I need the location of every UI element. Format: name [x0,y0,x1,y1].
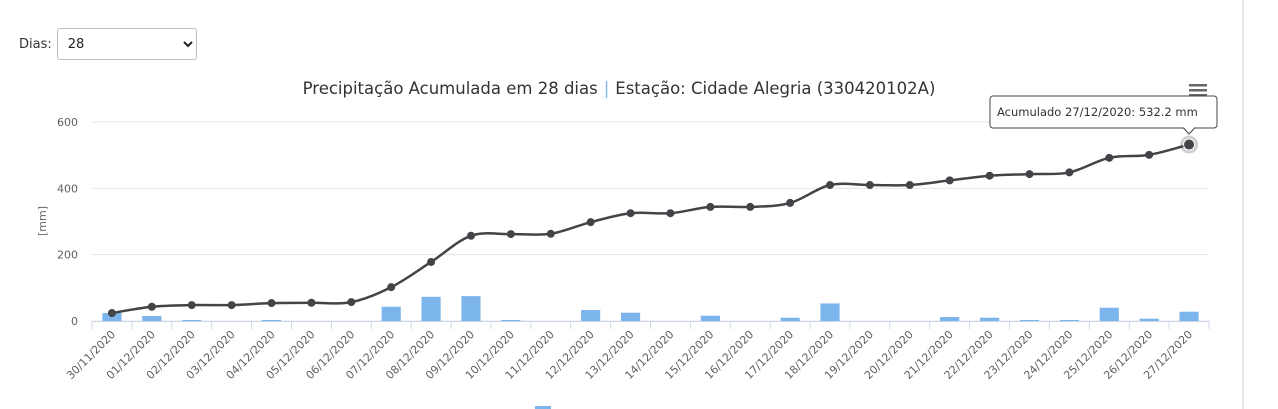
tooltip: Acumulado 27/12/2020: 532.2 mm [989,95,1218,135]
line-point[interactable] [746,202,755,211]
column-bar[interactable] [501,320,521,321]
column-bar[interactable] [182,320,202,321]
column-bar[interactable] [421,296,441,321]
menu-icon-bar-1 [1189,84,1207,87]
x-axis: 30/11/202001/12/202002/12/202003/12/2020… [64,321,1210,382]
chart-title-station: Estação: Cidade Alegria (330420102A) [615,79,935,98]
precipitation-chart: Precipitação Acumulada em 28 dias | Estaçã… [36,79,1218,409]
menu-icon-bar-2 [1189,89,1207,92]
column-bar[interactable] [461,296,481,321]
column-bar[interactable] [1139,318,1159,321]
column-bar[interactable] [1179,311,1199,321]
column-bar[interactable] [620,312,641,321]
column-bar[interactable] [381,306,401,321]
line-point[interactable] [905,181,914,190]
y-tick-label: 600 [57,116,78,129]
line-point[interactable] [1145,150,1154,159]
line-point[interactable] [786,198,795,207]
column-bar[interactable] [700,315,720,321]
column-bar[interactable] [1099,307,1119,321]
column-series [102,296,1199,321]
line-point[interactable] [945,176,954,185]
menu-icon-bar-3 [1189,94,1207,97]
line-point[interactable] [387,283,396,292]
y-tick-label: 200 [57,249,78,262]
line-point[interactable] [1105,153,1114,162]
column-bar[interactable] [1019,320,1040,321]
cumulative-line [111,143,1190,315]
line-point[interactable] [347,298,356,307]
line-point[interactable] [666,209,675,218]
line-point[interactable] [865,181,874,190]
line-point[interactable] [1025,170,1034,179]
column-bar[interactable] [581,310,601,321]
line-series [107,135,1199,318]
legend-marker[interactable] [535,406,551,409]
line-point[interactable] [427,257,436,266]
line-point[interactable] [626,209,635,218]
gridlines [92,121,1209,322]
column-bar[interactable] [980,317,1000,321]
tooltip-pointer [1182,127,1196,135]
right-divider [1242,0,1244,409]
tooltip-text: Acumulado 27/12/2020: 532.2 mm [997,105,1198,119]
menu-icon[interactable] [1189,84,1207,97]
column-bar[interactable] [1059,320,1079,321]
line-point[interactable] [586,218,595,227]
tooltip-box [989,95,1218,129]
days-control: Dias: 28 [19,28,197,60]
column-bar[interactable] [820,303,840,321]
line-point[interactable] [466,231,475,240]
line-point[interactable] [187,301,196,310]
y-tick-label: 0 [71,315,78,328]
line-point[interactable] [307,298,316,307]
column-bar[interactable] [780,317,800,321]
column-bar[interactable] [261,320,282,321]
y-axis-label: [mm] [36,206,49,236]
line-point[interactable] [267,299,276,308]
line-point[interactable] [1183,138,1196,151]
days-select[interactable]: 28 [56,28,197,60]
line-point[interactable] [706,202,715,211]
days-label: Dias: [19,36,52,52]
column-bar[interactable] [142,316,162,321]
chart-title: Precipitação Acumulada em 28 dias | Estaçã… [303,79,936,98]
line-point[interactable] [546,229,555,238]
y-axis-ticks: 0 200 400 600 [57,116,78,328]
chart-title-separator: | [604,79,610,98]
line-point[interactable] [985,171,994,180]
line-point[interactable] [227,301,236,310]
line-point[interactable] [107,309,116,318]
chart-title-main: Precipitação Acumulada em 28 dias [303,79,598,98]
line-point[interactable] [1065,168,1074,177]
line-point[interactable] [147,302,156,311]
line-point[interactable] [506,230,515,239]
column-bar[interactable] [940,317,960,321]
line-point[interactable] [826,181,835,190]
y-tick-label: 400 [57,182,78,195]
